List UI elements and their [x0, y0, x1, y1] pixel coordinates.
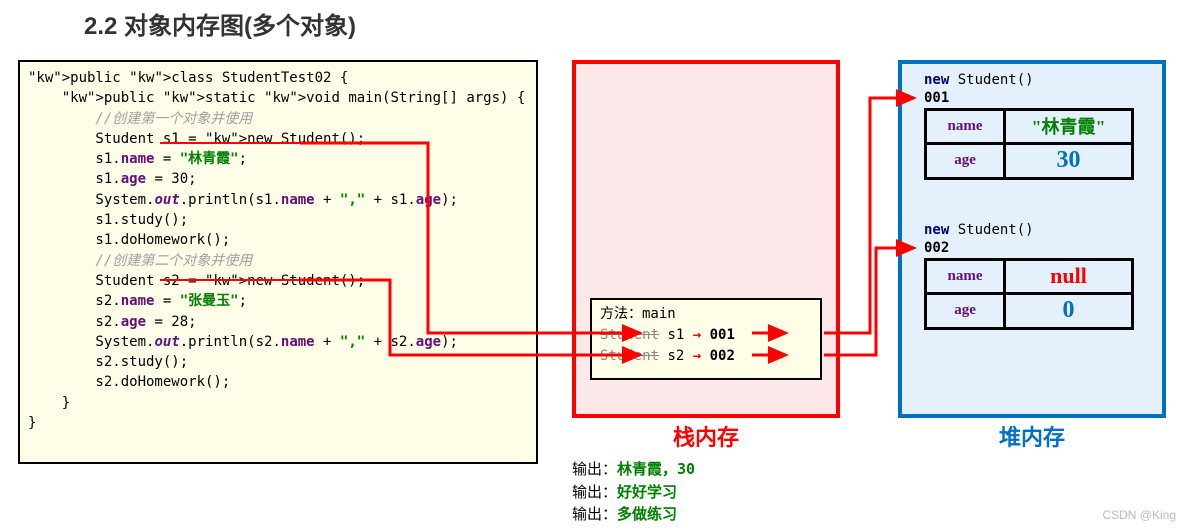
code-redline-1 — [160, 142, 300, 144]
obj2-header: new Student() — [924, 222, 1034, 238]
obj2-address: 002 — [924, 240, 949, 256]
section-title: 2.2 对象内存图(多个对象) — [84, 6, 356, 41]
obj1-header: new Student() — [924, 72, 1034, 88]
heap-label: 堆内存 — [898, 420, 1166, 452]
obj1-table: name"林青霞"age30 — [924, 108, 1134, 180]
obj1-address: 001 — [924, 90, 949, 106]
code-box: "kw">public "kw">class StudentTest02 { "… — [18, 60, 538, 464]
output-block: 输出：林青霞，30输出：好好学习输出：多做练习 — [572, 458, 695, 526]
watermark: CSDN @King — [1102, 508, 1176, 522]
obj2-table: namenullage0 — [924, 258, 1134, 330]
stack-label: 栈内存 — [572, 420, 840, 452]
code-redline-2 — [160, 279, 300, 281]
stack-frame-main: 方法：mainStudent s1 → 001Student s2 → 002 — [590, 298, 822, 380]
